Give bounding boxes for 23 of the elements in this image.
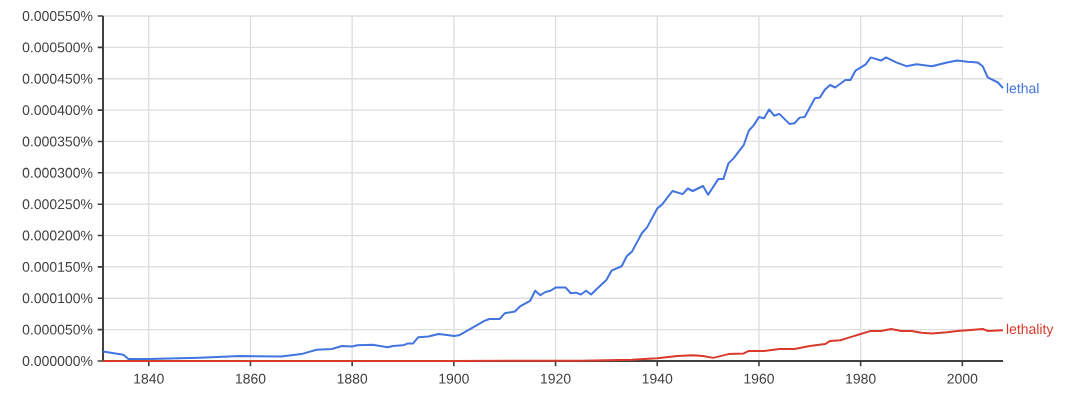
y-tick-label: 0.000250% xyxy=(22,199,93,210)
series-label: lethal xyxy=(1006,83,1039,94)
x-tick-label: 1980 xyxy=(846,373,876,384)
y-tick-label: 0.000100% xyxy=(22,293,93,304)
x-tick-label: 1900 xyxy=(439,373,469,384)
y-tick-label: 0.000450% xyxy=(22,73,93,84)
y-tick-label: 0.000000% xyxy=(22,356,93,366)
y-tick-label: 0.000150% xyxy=(22,261,93,272)
x-tick-label: 1840 xyxy=(134,373,164,384)
y-tick-label: 0.000350% xyxy=(22,136,93,147)
x-tick-label: 2000 xyxy=(947,373,978,384)
y-tick-label: 0.000400% xyxy=(22,105,93,116)
x-tick-label: 1880 xyxy=(337,373,368,384)
x-tick-label: 1920 xyxy=(541,373,571,384)
y-tick-label: 0.000550% xyxy=(22,11,93,21)
x-tick-label: 1960 xyxy=(744,373,774,384)
x-tick-label: 1940 xyxy=(642,373,673,384)
y-tick-label: 0.000300% xyxy=(22,167,93,178)
x-tick-label: 1860 xyxy=(235,373,266,384)
y-tick-label: 0.000050% xyxy=(22,324,93,335)
y-tick-label: 0.000200% xyxy=(22,230,93,241)
y-tick-label: 0.000500% xyxy=(22,42,93,53)
series-label: lethality xyxy=(1006,323,1054,337)
